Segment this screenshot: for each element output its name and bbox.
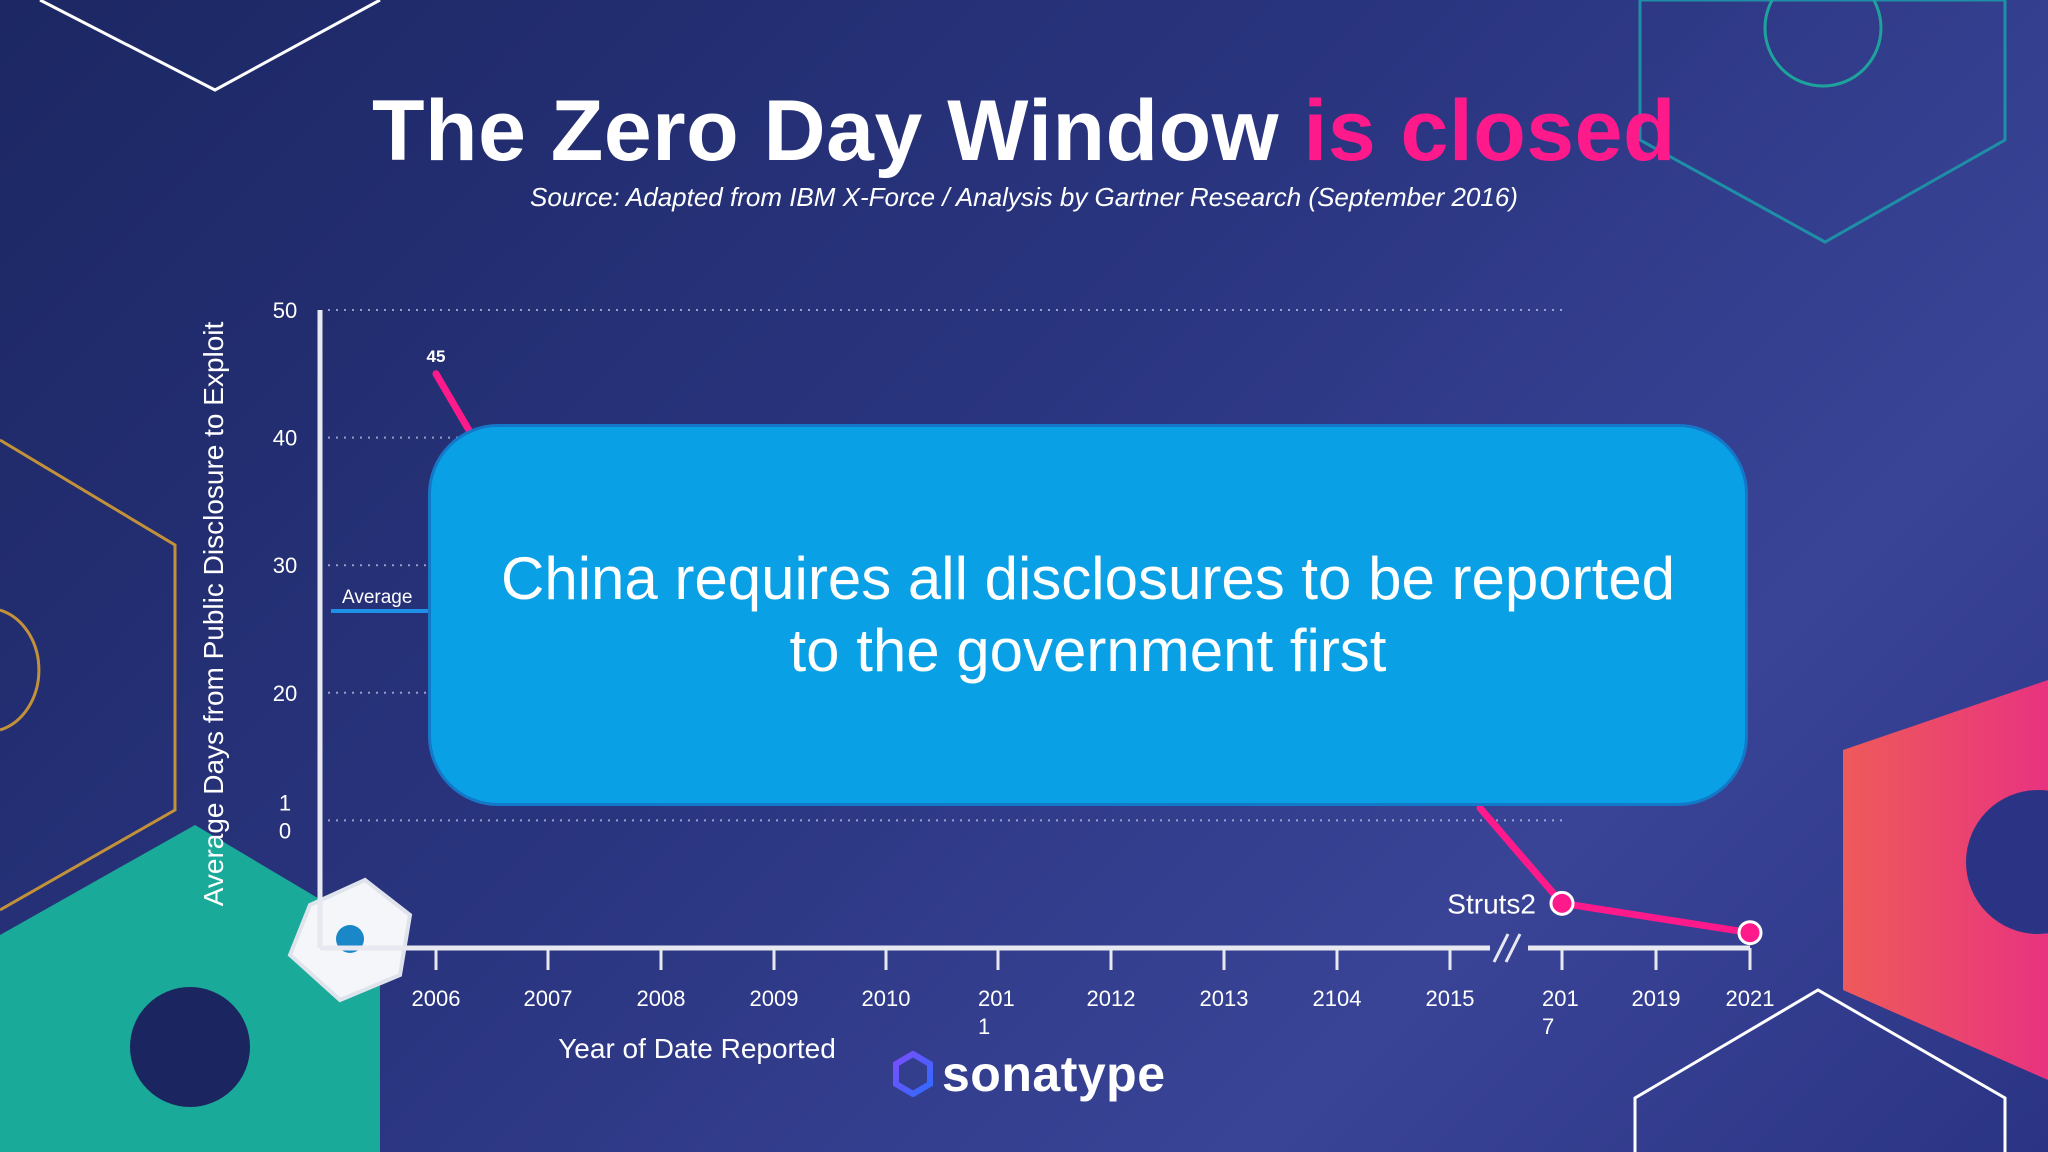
x-tick-label: 2006 — [412, 986, 461, 1011]
average-label: Average — [342, 587, 412, 608]
x-tick-label: 2012 — [1087, 986, 1136, 1011]
sonatype-logo: sonatype — [892, 1044, 1166, 1104]
arc-outline-left — [0, 608, 41, 732]
data-point — [1549, 890, 1575, 916]
page-title: The Zero Day Window is closed — [0, 82, 2048, 181]
dark-circle-right — [1966, 790, 2048, 934]
y-tick-label: 50 — [273, 298, 297, 323]
chart-source-subtitle: Source: Adapted from IBM X-Force / Analy… — [530, 182, 1518, 212]
x-tick-label: 2009 — [750, 986, 799, 1011]
title-accent: is closed — [1303, 83, 1676, 179]
callout-box: China requires all disclosures to be rep… — [428, 424, 1748, 806]
x-tick-label: 201 1 — [978, 986, 1015, 1039]
data-label: 45 — [427, 347, 446, 366]
callout-text: China requires all disclosures to be rep… — [501, 545, 1675, 684]
title-main: The Zero Day Window — [372, 83, 1304, 179]
y-tick-label: 40 — [273, 426, 297, 451]
axis-break-mark — [1492, 933, 1510, 963]
x-tick-label: 201 7 — [1542, 986, 1579, 1039]
x-tick-label: 2104 — [1313, 986, 1362, 1011]
x-tick-label: 2008 — [637, 986, 686, 1011]
hexagon-outline-top-right — [1638, 0, 2007, 244]
x-tick-label: 2019 — [1632, 986, 1681, 1011]
dark-circle-bottom-left — [130, 987, 250, 1107]
logo-text: sonatype — [942, 1046, 1166, 1102]
x-tick-label: 2021 — [1726, 986, 1775, 1011]
data-point — [1737, 920, 1763, 946]
y-tick-label: 20 — [273, 681, 297, 706]
data-label: Struts2 — [1447, 888, 1536, 919]
hexagon-outline-bottom-right — [1633, 988, 2007, 1152]
axis-break-mark — [1504, 933, 1522, 963]
hexagon-outline-left — [0, 438, 177, 912]
x-tick-label: 2010 — [862, 986, 911, 1011]
x-tick-label: 2007 — [524, 986, 573, 1011]
hexagon-outline-top-left — [39, 0, 381, 92]
x-tick-label: 2015 — [1426, 986, 1475, 1011]
x-tick-label: 2013 — [1200, 986, 1249, 1011]
hexagon-logo-icon — [893, 1051, 933, 1097]
series-line-segment — [432, 370, 474, 436]
series-line-segment — [1558, 899, 1754, 937]
pink-hexagon-right — [1843, 680, 2048, 1080]
circle-outline-top-right — [1763, 0, 1883, 88]
x-axis-title: Year of Date Reported — [558, 1033, 836, 1064]
series-line-segment — [1476, 804, 1566, 907]
y-tick-label: 30 — [273, 553, 297, 578]
y-axis-title: Average Days from Public Disclosure to E… — [198, 321, 229, 906]
